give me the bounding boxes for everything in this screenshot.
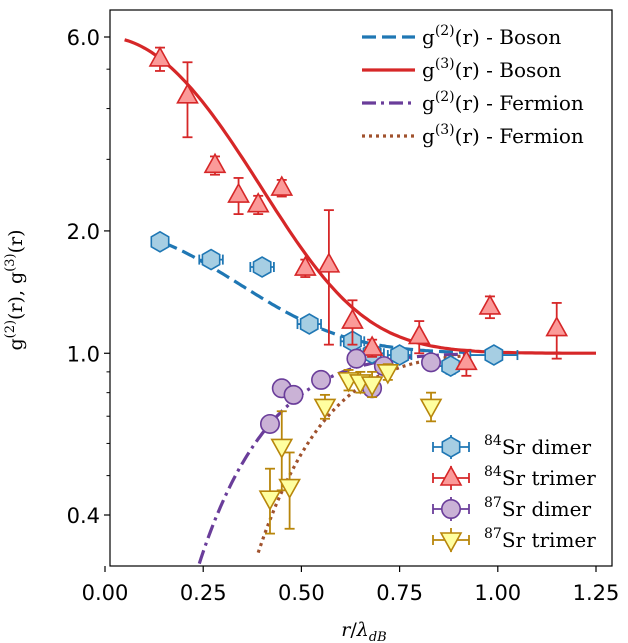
legend-bottom: 84Sr dimer 84Sr trimer 87Sr dimer 87Sr trim… [432,433,596,553]
data-point-1-13 [545,315,569,337]
data-point-2-7 [421,352,442,373]
legend-top-label-2: g(2)(r) - Fermion [422,89,584,115]
curve-line-2 [197,352,467,565]
legend-bottom-label-1: 84Sr trimer [484,464,596,490]
legend-bottom-label-2: 87Sr dimer [484,495,591,521]
data-point-3-8 [419,398,443,420]
curve-line-1 [124,38,596,355]
data-point-1-2 [203,152,227,174]
legend-marker-3 [439,532,463,553]
data-point-0-6 [390,344,410,366]
legend-marker-1 [439,465,463,486]
legend-bottom-label-3: 87Sr trimer [484,526,596,552]
series-1 [148,46,569,377]
legend-marker-0 [441,436,461,458]
plot-frame [109,9,613,567]
data-point-3-2 [278,478,301,500]
data-point-2-0 [259,413,280,434]
series-3 [258,363,443,535]
y-tick-label-0: 0.4 [67,504,100,528]
data-point-1-11 [455,349,478,371]
data-point-1-12 [478,294,502,315]
legend-top: g(2)(r) - Boson g(3)(r) - Boson g(2)(r) - … [362,23,584,148]
data-point-1-7 [317,252,341,273]
data-point-0-2 [252,256,272,278]
data-point-1-9 [360,335,384,356]
x-tick-label-0: 0.00 [82,581,129,605]
x-axis-title: r/λdB [341,619,386,643]
x-tick-label-2: 0.50 [278,581,325,605]
data-point-1-5 [270,175,294,196]
y-tick-label-2: 2.0 [67,220,100,244]
data-point-1-4 [246,192,270,213]
data-point-3-1 [270,438,294,460]
ticks-layer: 0.00 0.25 0.50 0.75 1.00 1.25 0.4 1.0 2.0 6.0 [67,26,620,605]
legend-marker-2 [440,498,461,519]
data-point-1-8 [341,308,364,329]
data-point-0-3 [299,313,319,335]
data-point-3-3 [313,398,337,420]
data-point-2-3 [311,369,332,390]
series-2 [259,348,442,434]
x-tick-label-1: 0.25 [180,581,227,605]
legend-bottom-label-0: 84Sr dimer [484,433,591,459]
y-tick-label-1: 1.0 [67,342,100,366]
y-axis-title: g(2)(r), g(3)(r) [3,229,27,350]
data-point-0-0 [150,230,170,253]
legend-top-label-3: g(3)(r) - Fermion [422,122,584,148]
x-tick-label-3: 0.75 [376,581,423,605]
data-point-3-0 [258,490,282,511]
series-0 [150,230,519,378]
data-point-3-6 [360,376,384,397]
legend-top-label-1: g(3)(r) - Boson [422,56,561,82]
markers-layer [148,46,569,535]
x-tick-label-5: 1.25 [573,581,620,605]
errorbar-1-7 [323,209,334,346]
data-point-1-6 [293,255,317,276]
data-point-1-0 [148,46,172,67]
data-point-2-2 [283,384,304,405]
data-point-1-10 [407,323,431,345]
labels-layer: r/λdB g(2)(r), g(3)(r) [3,229,387,643]
x-tick-label-4: 1.00 [474,581,521,605]
data-point-0-8 [484,344,504,366]
data-point-1-3 [227,182,250,203]
data-point-2-4 [346,348,367,369]
y-tick-label-3: 6.0 [67,26,100,50]
data-point-3-7 [376,364,400,385]
data-point-1-1 [176,83,199,104]
data-point-0-1 [201,248,221,271]
legend-top-label-0: g(2)(r) - Boson [422,23,561,49]
data-point-0-7 [441,355,461,378]
